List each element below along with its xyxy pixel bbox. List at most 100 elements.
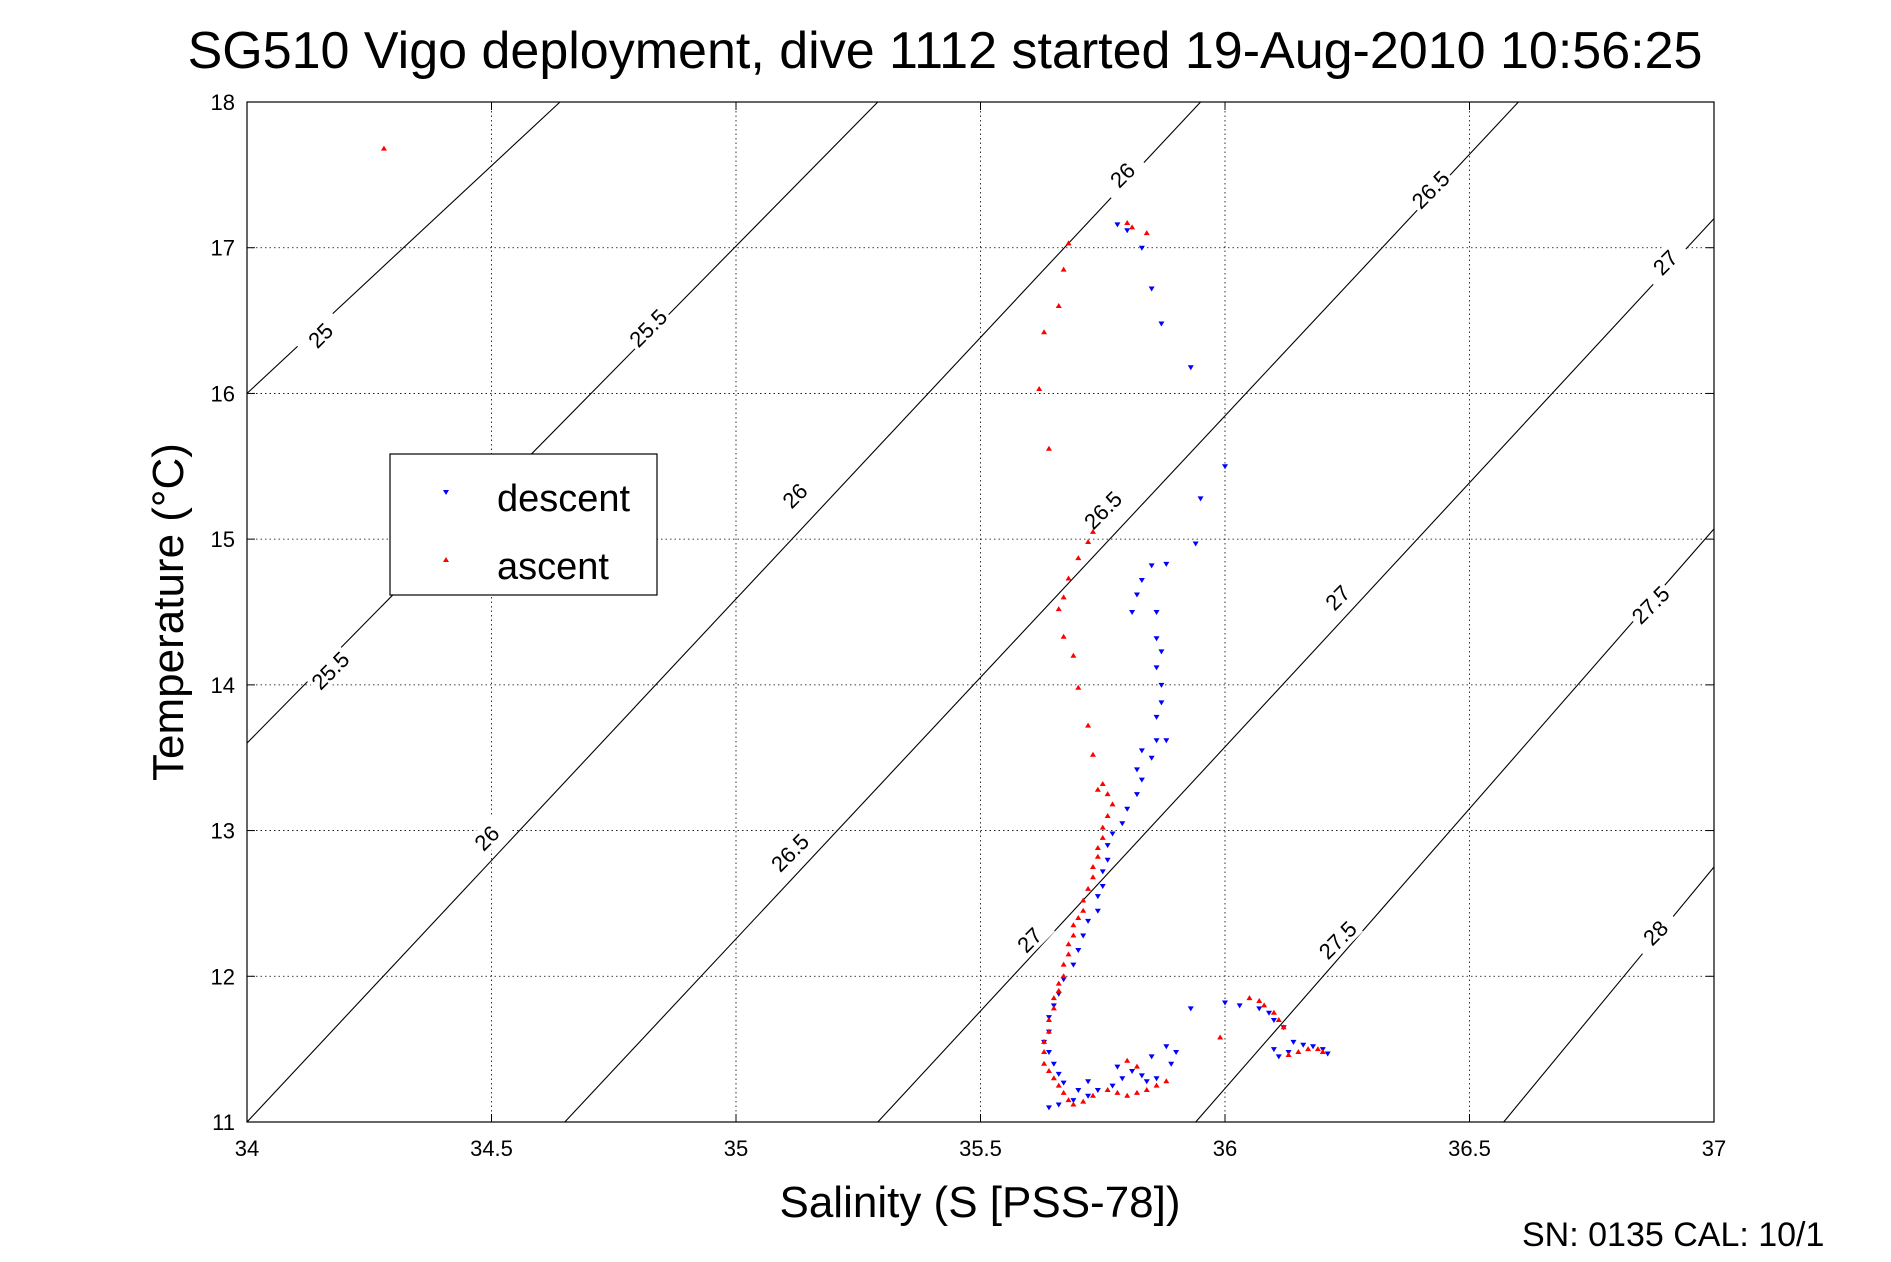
ascent-point	[1050, 1075, 1057, 1081]
ascent-point	[1085, 885, 1092, 891]
descent-point	[1222, 1000, 1228, 1006]
ascent-point	[1099, 834, 1106, 840]
ascent-point	[1065, 575, 1072, 581]
descent-point	[1085, 1093, 1092, 1099]
ascent-point	[1065, 240, 1072, 246]
descent-point	[1290, 1039, 1297, 1045]
descent-point	[1163, 561, 1170, 567]
ascent-point	[1099, 780, 1106, 786]
data-points	[380, 145, 1331, 1111]
descent-point	[1045, 1105, 1052, 1111]
descent-point	[1324, 1051, 1331, 1057]
ascent-point	[1295, 1049, 1302, 1055]
descent-point	[1129, 610, 1136, 615]
y-tick-label: 18	[211, 90, 235, 115]
descent-point	[1133, 592, 1140, 598]
ascent-point	[1143, 230, 1150, 236]
ascent-point	[1045, 1017, 1052, 1022]
y-tick-label: 17	[211, 236, 235, 261]
legend-ascent-label: ascent	[497, 546, 609, 588]
descent-point	[1153, 610, 1160, 615]
descent-point	[1119, 821, 1126, 827]
descent-point	[1138, 748, 1145, 754]
ascent-point	[1050, 995, 1057, 1001]
ascent-point	[1075, 555, 1082, 561]
descent-point	[1143, 1079, 1150, 1085]
contour-line-27	[877, 218, 1715, 1123]
descent-point	[1153, 738, 1160, 744]
ascent-point	[1109, 801, 1116, 807]
descent-point	[1124, 228, 1131, 234]
ascent-point	[1143, 1086, 1150, 1092]
contour-line-25.5	[246, 101, 879, 744]
y-tick-label: 15	[211, 527, 235, 552]
ascent-point	[1050, 1005, 1057, 1011]
descent-point	[1187, 1006, 1194, 1012]
descent-point	[1133, 767, 1140, 773]
contour-label-bg	[304, 644, 356, 696]
x-tick-label: 34	[235, 1136, 259, 1161]
ascent-point	[1065, 941, 1072, 947]
contour-label-bg	[1404, 163, 1456, 215]
ascent-point	[1089, 864, 1096, 869]
descent-point	[1310, 1044, 1317, 1050]
ascent-point	[1080, 1098, 1087, 1104]
descent-point	[1158, 321, 1165, 327]
ascent-point	[1114, 1089, 1121, 1095]
descent-point	[1153, 665, 1160, 671]
descent-point	[1192, 541, 1199, 547]
ascent-point	[1041, 1049, 1048, 1055]
descent-point	[1055, 991, 1062, 997]
contour-line-26.5	[564, 101, 1519, 1123]
ascent-point	[1070, 922, 1077, 928]
y-tick-label: 16	[211, 381, 235, 406]
contour-label-bg	[294, 309, 346, 361]
x-tick-label: 35	[724, 1136, 748, 1161]
ascent-point	[1041, 1060, 1048, 1066]
ascent-point	[1055, 980, 1062, 986]
descent-point	[1270, 1047, 1277, 1053]
ascent-point	[1060, 1089, 1067, 1095]
descent-point	[1080, 933, 1087, 939]
legend-box	[389, 453, 658, 596]
ascent-point	[1094, 853, 1101, 859]
ascent-point	[1124, 219, 1131, 225]
descent-point	[1153, 1076, 1160, 1082]
descent-point	[1060, 977, 1067, 983]
ascent-point	[1089, 874, 1096, 880]
descent-point	[1099, 883, 1106, 889]
contour-label-bg	[764, 826, 816, 878]
ascent-point	[1124, 1092, 1131, 1098]
contour-label-bg	[1629, 907, 1681, 959]
descent-point	[1070, 962, 1077, 968]
x-axis-label: Salinity (S [PSS-78])	[779, 1178, 1180, 1227]
descent-point	[1094, 908, 1101, 914]
ascent-point	[1060, 973, 1067, 979]
legend: descent ascent	[389, 453, 658, 596]
ascent-point	[1153, 1082, 1160, 1088]
y-tick-label: 12	[211, 964, 235, 989]
x-tick-label: 37	[1702, 1136, 1726, 1161]
ascent-point	[1270, 1009, 1277, 1015]
ascent-point	[1275, 1017, 1282, 1022]
descent-point	[1256, 1006, 1263, 1012]
descent-point	[1055, 1102, 1062, 1108]
descent-point	[1114, 1064, 1121, 1070]
descent-point	[1275, 1054, 1282, 1060]
ascent-point	[1055, 1082, 1062, 1088]
ascent-point	[1133, 1063, 1140, 1069]
ascent-point	[1246, 995, 1253, 1001]
ascent-point	[1080, 907, 1087, 913]
descent-point	[1075, 1087, 1082, 1093]
ascent-point	[1045, 445, 1052, 451]
descent-point	[1104, 857, 1111, 863]
descent-point	[1148, 1054, 1155, 1060]
ascent-point	[1060, 594, 1067, 600]
ascent-point	[1089, 528, 1096, 534]
ascent-point	[1104, 813, 1111, 818]
ascent-point	[1075, 915, 1082, 920]
ascent-point	[1055, 303, 1062, 308]
descent-point	[1222, 464, 1228, 470]
contour-label-bg	[769, 469, 821, 521]
